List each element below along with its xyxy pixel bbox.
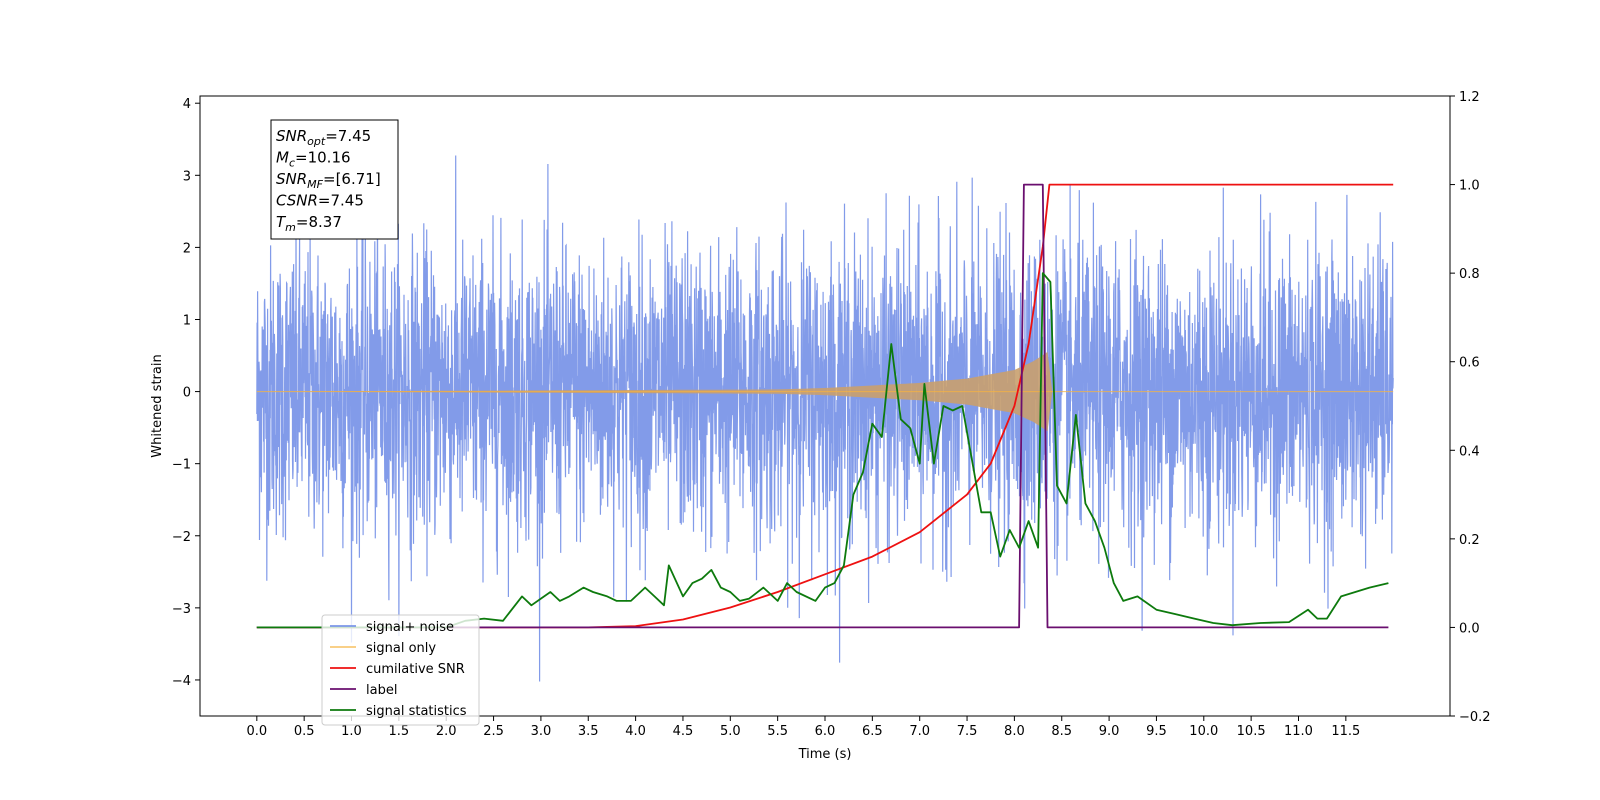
x-tick-label: 10.5	[1237, 724, 1266, 739]
x-tick-label: 5.0	[720, 724, 741, 739]
x-tick-label: 2.5	[483, 724, 504, 739]
y-tick-label: −2	[172, 530, 191, 545]
info-box: SNRopt=7.45Mc=10.16SNRMF=[6.71]CSNR=7.45…	[270, 119, 399, 240]
x-tick-label: 0.0	[246, 724, 267, 739]
y-axis-title: Whitened strain	[150, 354, 165, 457]
x-tick-label: 9.5	[1146, 724, 1167, 739]
legend-label: cumilative SNR	[366, 662, 465, 677]
legend: signal+ noise signal only cumilative SNR la…	[321, 614, 480, 726]
info-box-frame	[270, 119, 399, 240]
x-tick-label: 2.0	[436, 724, 457, 739]
y-tick-label: −4	[172, 674, 191, 689]
info-line: Tm=8.37	[276, 213, 342, 234]
legend-label: label	[366, 683, 397, 698]
x-axis-title: Time (s)	[798, 747, 852, 762]
x-tick-label: 8.5	[1051, 724, 1072, 739]
y-right-tick-label: 0.6	[1459, 356, 1480, 371]
plot-area	[256, 155, 1394, 682]
y-right-tick-label: 0.0	[1459, 621, 1480, 636]
info-line: SNRMF=[6.71]	[276, 170, 381, 191]
info-line: CSNR=7.45	[276, 192, 364, 210]
y-tick-label: 0	[183, 386, 191, 401]
info-line: Mc=10.16	[276, 149, 351, 170]
y-right-tick-label: 0.4	[1459, 444, 1480, 459]
legend-label: signal only	[366, 641, 436, 656]
x-tick-label: 7.5	[957, 724, 978, 739]
series-signal-statistics-line	[256, 272, 1389, 629]
x-tick-label: 8.0	[1004, 724, 1025, 739]
y-tick-label: 4	[183, 97, 191, 112]
y-tick-label: 3	[183, 169, 191, 184]
x-tick-label: 4.0	[625, 724, 646, 739]
y-right-tick-label: 0.8	[1459, 267, 1480, 282]
x-tick-label: 1.0	[341, 724, 362, 739]
series-cumulative-snr-line	[256, 183, 1394, 629]
y-right-tick-label: 1.2	[1459, 90, 1480, 105]
x-tick-label: 4.5	[673, 724, 694, 739]
x-tick-label: 5.5	[767, 724, 788, 739]
x-tick-label: 9.0	[1099, 724, 1120, 739]
info-line: SNRopt=7.45	[276, 127, 371, 148]
y-tick-label: −3	[172, 602, 191, 617]
x-tick-label: 3.5	[578, 724, 599, 739]
y-right-tick-label: −0.2	[1459, 710, 1491, 725]
y-right-tick-label: 0.2	[1459, 533, 1480, 548]
series-label-line	[256, 183, 1389, 629]
x-tick-label: 6.0	[815, 724, 836, 739]
x-tick-label: 10.0	[1189, 724, 1218, 739]
x-tick-label: 11.5	[1331, 724, 1360, 739]
legend-label: signal+ noise	[366, 620, 454, 635]
x-tick-label: 1.5	[389, 724, 410, 739]
x-tick-label: 7.0	[909, 724, 930, 739]
axes: 0.0 0.5 1.0 1.5 2.0 2.5 3.0 3.5 4.0 4.5 5.0 5.5 6.0 6…	[172, 90, 1491, 739]
y-tick-label: 1	[183, 313, 191, 328]
y-tick-label: −1	[172, 458, 191, 473]
x-tick-label: 3.0	[531, 724, 552, 739]
x-tick-label: 11.0	[1284, 724, 1313, 739]
legend-label: signal statistics	[366, 704, 467, 719]
x-tick-label: 6.5	[862, 724, 883, 739]
y-tick-label: 2	[183, 241, 191, 256]
x-tick-label: 0.5	[294, 724, 315, 739]
series-signal-noise-line	[256, 155, 1394, 682]
legend-frame	[321, 614, 480, 726]
y-right-tick-label: 1.0	[1459, 179, 1480, 194]
